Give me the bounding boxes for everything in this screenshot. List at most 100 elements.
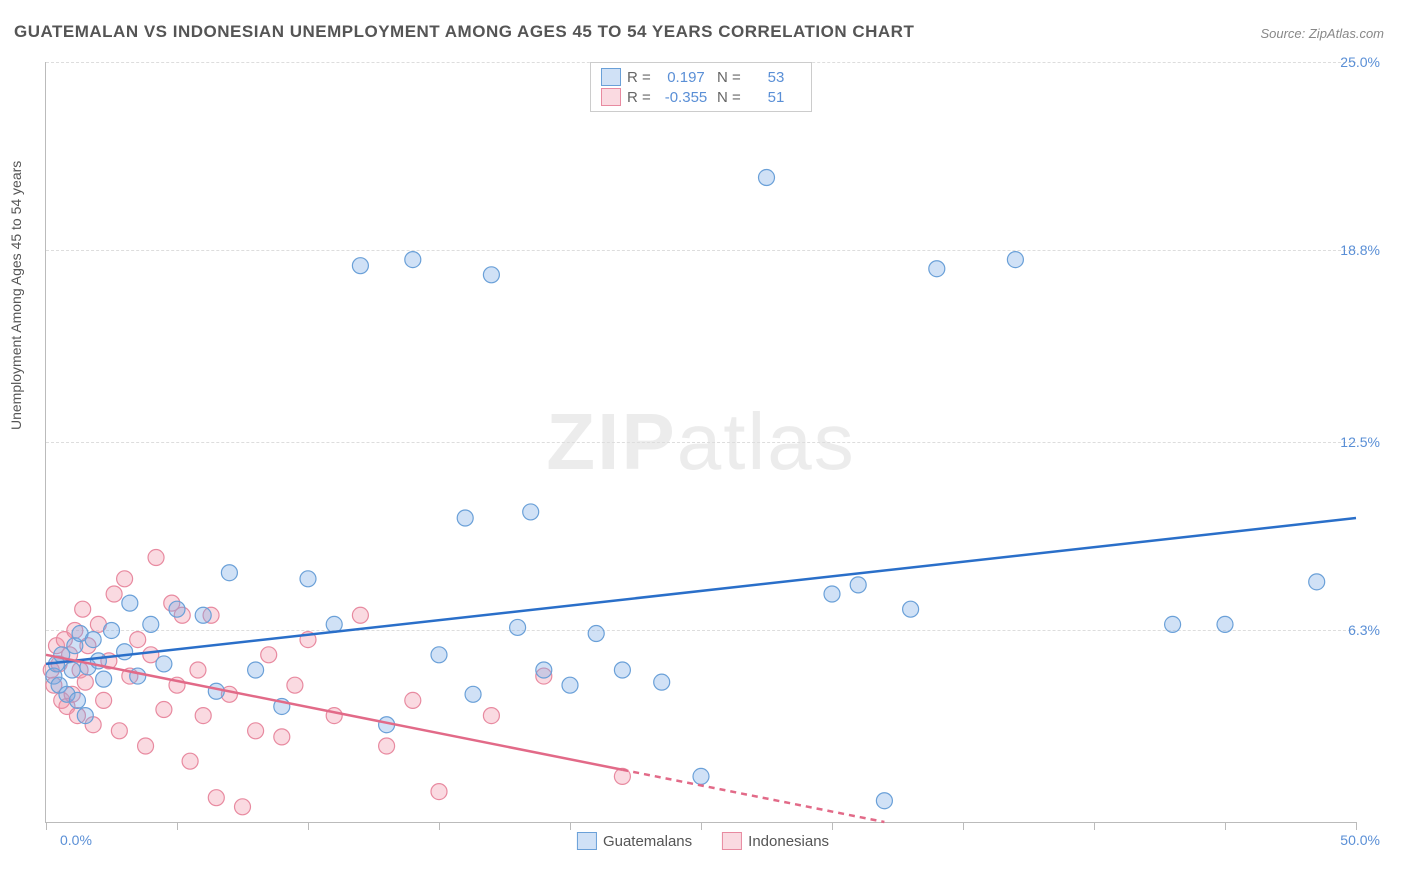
x-tick-mark (832, 822, 833, 830)
x-tick-mark (439, 822, 440, 830)
data-point (69, 692, 85, 708)
data-point (431, 784, 447, 800)
trend-line (46, 518, 1356, 664)
x-tick-last: 50.0% (1340, 832, 1380, 848)
data-point (235, 799, 251, 815)
data-point (64, 662, 80, 678)
trend-line (622, 770, 884, 822)
data-point (614, 662, 630, 678)
data-point (122, 595, 138, 611)
data-point (562, 677, 578, 693)
x-tick-mark (701, 822, 702, 830)
page-title: GUATEMALAN VS INDONESIAN UNEMPLOYMENT AM… (14, 22, 914, 42)
data-point (929, 261, 945, 277)
y-tick-label: 18.8% (1340, 242, 1380, 258)
legend-item-indonesians: Indonesians (722, 832, 829, 850)
data-point (190, 662, 206, 678)
legend-item-guatemalans: Guatemalans (577, 832, 692, 850)
stat-label-n: N = (717, 89, 745, 106)
data-point (182, 753, 198, 769)
data-point (287, 677, 303, 693)
source-attribution: Source: ZipAtlas.com (1260, 26, 1384, 41)
data-point (483, 708, 499, 724)
stats-row-guatemalans: R = 0.197 N = 53 (601, 67, 801, 87)
legend-label-indonesians: Indonesians (748, 833, 829, 850)
data-point (876, 793, 892, 809)
data-point (759, 170, 775, 186)
data-point (1309, 574, 1325, 590)
stats-box: R = 0.197 N = 53 R = -0.355 N = 51 (590, 62, 812, 112)
data-point (208, 790, 224, 806)
plot-svg (46, 62, 1356, 822)
y-tick-label: 12.5% (1340, 434, 1380, 450)
x-tick-first: 0.0% (60, 832, 92, 848)
data-point (261, 647, 277, 663)
x-tick-mark (1356, 822, 1357, 830)
stat-label-r: R = (627, 89, 655, 106)
data-point (523, 504, 539, 520)
stat-r-guatemalans: 0.197 (661, 69, 711, 86)
data-point (405, 252, 421, 268)
data-point (77, 674, 93, 690)
data-point (96, 671, 112, 687)
data-point (352, 258, 368, 274)
data-point (1217, 616, 1233, 632)
data-point (138, 738, 154, 754)
data-point (431, 647, 447, 663)
data-point (143, 616, 159, 632)
legend-label-guatemalans: Guatemalans (603, 833, 692, 850)
data-point (148, 550, 164, 566)
data-point (130, 632, 146, 648)
data-point (1165, 616, 1181, 632)
data-point (588, 626, 604, 642)
data-point (106, 586, 122, 602)
stat-label-n: N = (717, 69, 745, 86)
data-point (117, 644, 133, 660)
data-point (111, 723, 127, 739)
data-point (104, 622, 120, 638)
data-point (274, 729, 290, 745)
data-point (85, 632, 101, 648)
data-point (248, 723, 264, 739)
x-tick-mark (177, 822, 178, 830)
data-point (510, 619, 526, 635)
stat-n-indonesians: 51 (751, 89, 801, 106)
x-tick-mark (570, 822, 571, 830)
data-point (248, 662, 264, 678)
y-axis-label: Unemployment Among Ages 45 to 54 years (8, 161, 24, 430)
x-tick-mark (46, 822, 47, 830)
swatch-indonesians (722, 832, 742, 850)
data-point (1007, 252, 1023, 268)
data-point (824, 586, 840, 602)
data-point (208, 683, 224, 699)
data-point (75, 601, 91, 617)
swatch-guatemalans (577, 832, 597, 850)
data-point (300, 571, 316, 587)
data-point (195, 708, 211, 724)
data-point (77, 708, 93, 724)
legend: Guatemalans Indonesians (577, 832, 829, 850)
data-point (850, 577, 866, 593)
x-tick-mark (963, 822, 964, 830)
stat-n-guatemalans: 53 (751, 69, 801, 86)
stat-r-indonesians: -0.355 (661, 89, 711, 106)
data-point (117, 571, 133, 587)
y-tick-label: 25.0% (1340, 54, 1380, 70)
data-point (221, 565, 237, 581)
y-tick-label: 6.3% (1348, 622, 1380, 638)
data-point (654, 674, 670, 690)
data-point (379, 738, 395, 754)
data-point (156, 656, 172, 672)
data-point (195, 607, 211, 623)
data-point (903, 601, 919, 617)
data-point (465, 686, 481, 702)
data-point (156, 702, 172, 718)
data-point (169, 601, 185, 617)
chart-container: GUATEMALAN VS INDONESIAN UNEMPLOYMENT AM… (0, 0, 1406, 892)
data-point (693, 768, 709, 784)
data-point (405, 692, 421, 708)
data-point (536, 662, 552, 678)
stat-label-r: R = (627, 69, 655, 86)
data-point (483, 267, 499, 283)
swatch-guatemalans (601, 68, 621, 86)
